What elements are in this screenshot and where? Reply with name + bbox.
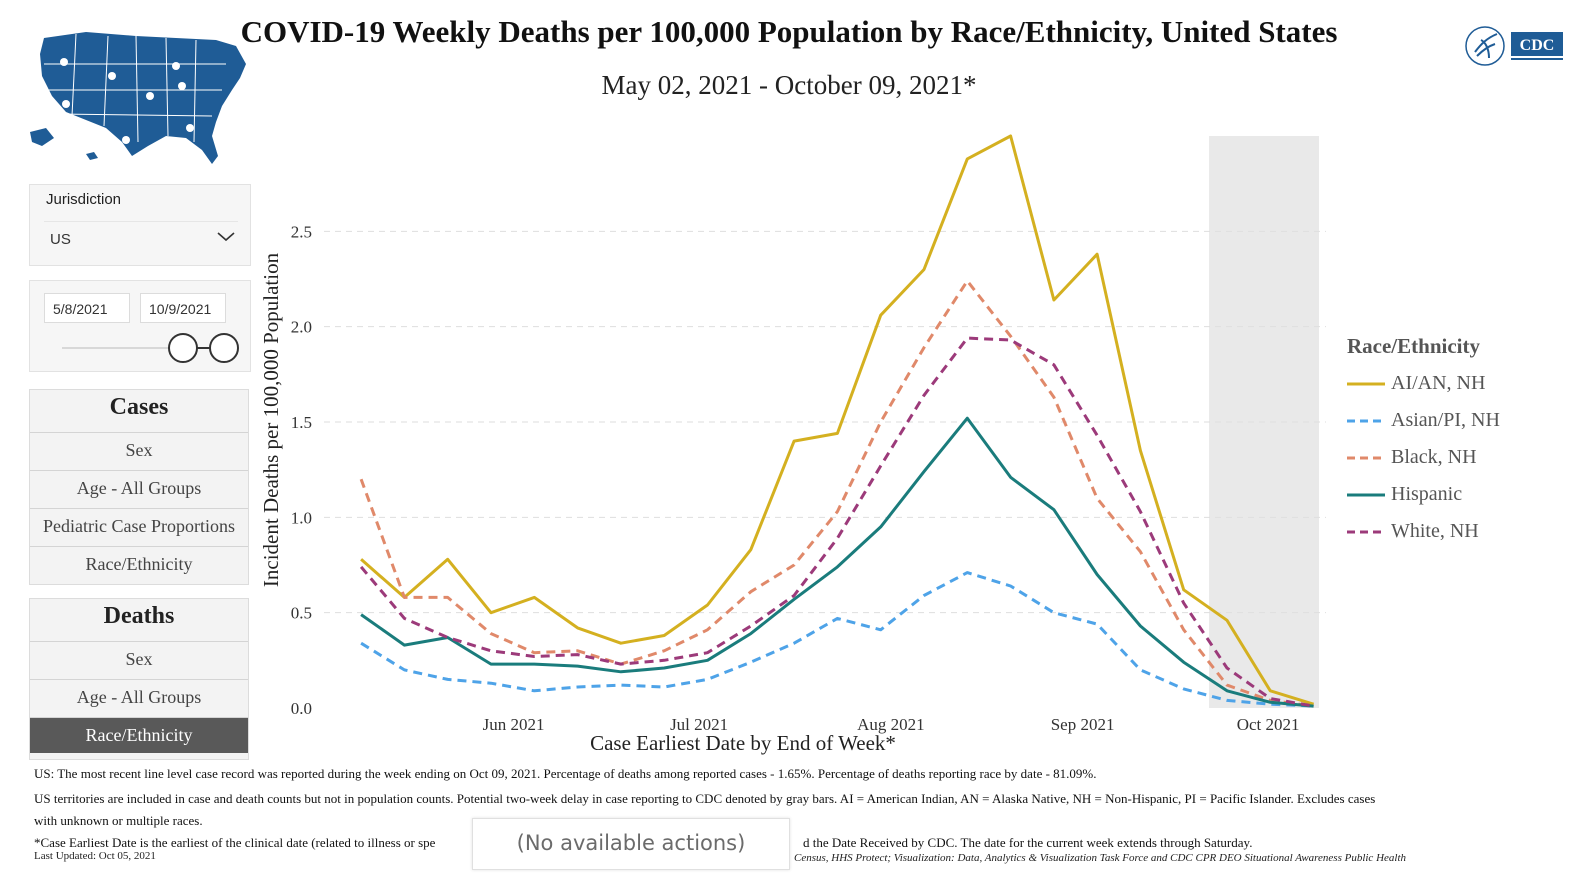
us-map-icon[interactable] [26, 24, 250, 172]
legend-label: White, NH [1391, 520, 1479, 542]
legend-swatch [1347, 530, 1385, 533]
deaths-sex-button[interactable]: Sex [30, 641, 248, 677]
deaths-race-button[interactable]: Race/Ethnicity [30, 717, 248, 753]
cases-nav: Cases Sex Age - All Groups Pediatric Cas… [29, 389, 249, 585]
x-tick-label: Jul 2021 [670, 715, 728, 734]
page-subtitle: May 02, 2021 - October 09, 2021* [601, 70, 977, 100]
y-tick-label: 2.5 [291, 222, 312, 241]
series-line-0[interactable] [360, 134, 1315, 706]
footnote-line-3: with unknown or multiple races. [34, 813, 203, 828]
footnote-line-4a: *Case Earliest Date is the earliest of t… [34, 835, 436, 850]
cdc-logo-icon: CDC [1465, 26, 1563, 66]
legend-swatch [1347, 493, 1385, 496]
y-axis-label: Incident Deaths per 100,000 Population [259, 252, 283, 587]
legend-label: AI/AN, NH [1391, 372, 1486, 394]
cases-sex-button[interactable]: Sex [30, 432, 248, 468]
y-tick-label: 1.0 [291, 508, 312, 527]
slider-start-handle[interactable] [168, 333, 198, 363]
y-tick-label: 0.5 [291, 604, 312, 623]
deaths-nav: Deaths Sex Age - All Groups Race/Ethnici… [29, 598, 249, 760]
legend-label: Hispanic [1391, 483, 1463, 505]
start-date-input[interactable]: 5/8/2021 [44, 293, 130, 323]
x-axis-label: Case Earliest Date by End of Week* [590, 731, 896, 755]
page-title: COVID-19 Weekly Deaths per 100,000 Popul… [240, 14, 1338, 49]
svg-text:CDC: CDC [1520, 37, 1555, 54]
legend-item[interactable]: Asian/PI, NH [1347, 402, 1571, 439]
legend-item[interactable]: White, NH [1347, 513, 1571, 550]
chevron-down-icon[interactable] [215, 227, 237, 245]
jurisdiction-filter: Jurisdiction US [29, 184, 251, 266]
cases-heading: Cases [109, 394, 169, 420]
series-line-2[interactable] [359, 279, 1314, 708]
cases-pediatric-button[interactable]: Pediatric Case Proportions [30, 508, 248, 544]
date-range-filter: 5/8/2021 10/9/2021 [29, 280, 251, 372]
series-line-1[interactable] [360, 571, 1314, 708]
x-tick-label: Oct 2021 [1237, 715, 1300, 734]
y-tick-label: 1.5 [291, 413, 312, 432]
end-date-input[interactable]: 10/9/2021 [140, 293, 226, 323]
legend-swatch [1347, 382, 1385, 385]
slider-range-bar [196, 347, 211, 349]
footnote-line-1: US: The most recent line level case reco… [34, 766, 1097, 781]
footnote-line-2: US territories are included in case and … [34, 791, 1376, 806]
x-tick-label: Sep 2021 [1051, 715, 1115, 734]
series-line-3[interactable] [360, 416, 1314, 708]
cases-race-button[interactable]: Race/Ethnicity [30, 546, 248, 582]
legend-swatch [1347, 419, 1385, 422]
legend-label: Asian/PI, NH [1391, 409, 1500, 431]
jurisdiction-select[interactable]: US [50, 231, 71, 248]
legend: Race/Ethnicity AI/AN, NH Asian/PI, NH Blac… [1347, 334, 1571, 550]
legend-label: Black, NH [1391, 446, 1477, 468]
cases-age-button[interactable]: Age - All Groups [30, 470, 248, 506]
legend-item[interactable]: AI/AN, NH [1347, 365, 1571, 402]
legend-swatch [1347, 456, 1385, 459]
deaths-line-chart[interactable]: 0.0 0.5 1.0 1.5 2.0 2.5 Jun 2021 Jul 2021 Aug 20… [258, 120, 1336, 760]
jurisdiction-label: Jurisdiction [46, 191, 122, 208]
divider [44, 221, 238, 222]
date-slider-track[interactable] [62, 347, 192, 349]
deaths-age-button[interactable]: Age - All Groups [30, 679, 248, 715]
deaths-heading: Deaths [103, 603, 175, 629]
x-tick-label: Jun 2021 [483, 715, 545, 734]
footnote-line-4b: d the Date Received by CDC. The date for… [803, 835, 1253, 850]
slider-end-handle[interactable] [209, 333, 239, 363]
legend-item[interactable]: Black, NH [1347, 439, 1571, 476]
legend-title: Race/Ethnicity [1347, 334, 1480, 358]
y-tick-label: 2.0 [291, 318, 312, 337]
no-actions-tooltip: (No available actions) [472, 818, 790, 870]
source-credit: Census, HHS Protect; Visualization: Data… [794, 852, 1407, 864]
legend-item[interactable]: Hispanic [1347, 476, 1571, 513]
x-tick-label: Aug 2021 [857, 715, 925, 734]
y-tick-label: 0.0 [291, 699, 312, 718]
last-updated: Last Updated: Oct 05, 2021 [34, 850, 156, 862]
